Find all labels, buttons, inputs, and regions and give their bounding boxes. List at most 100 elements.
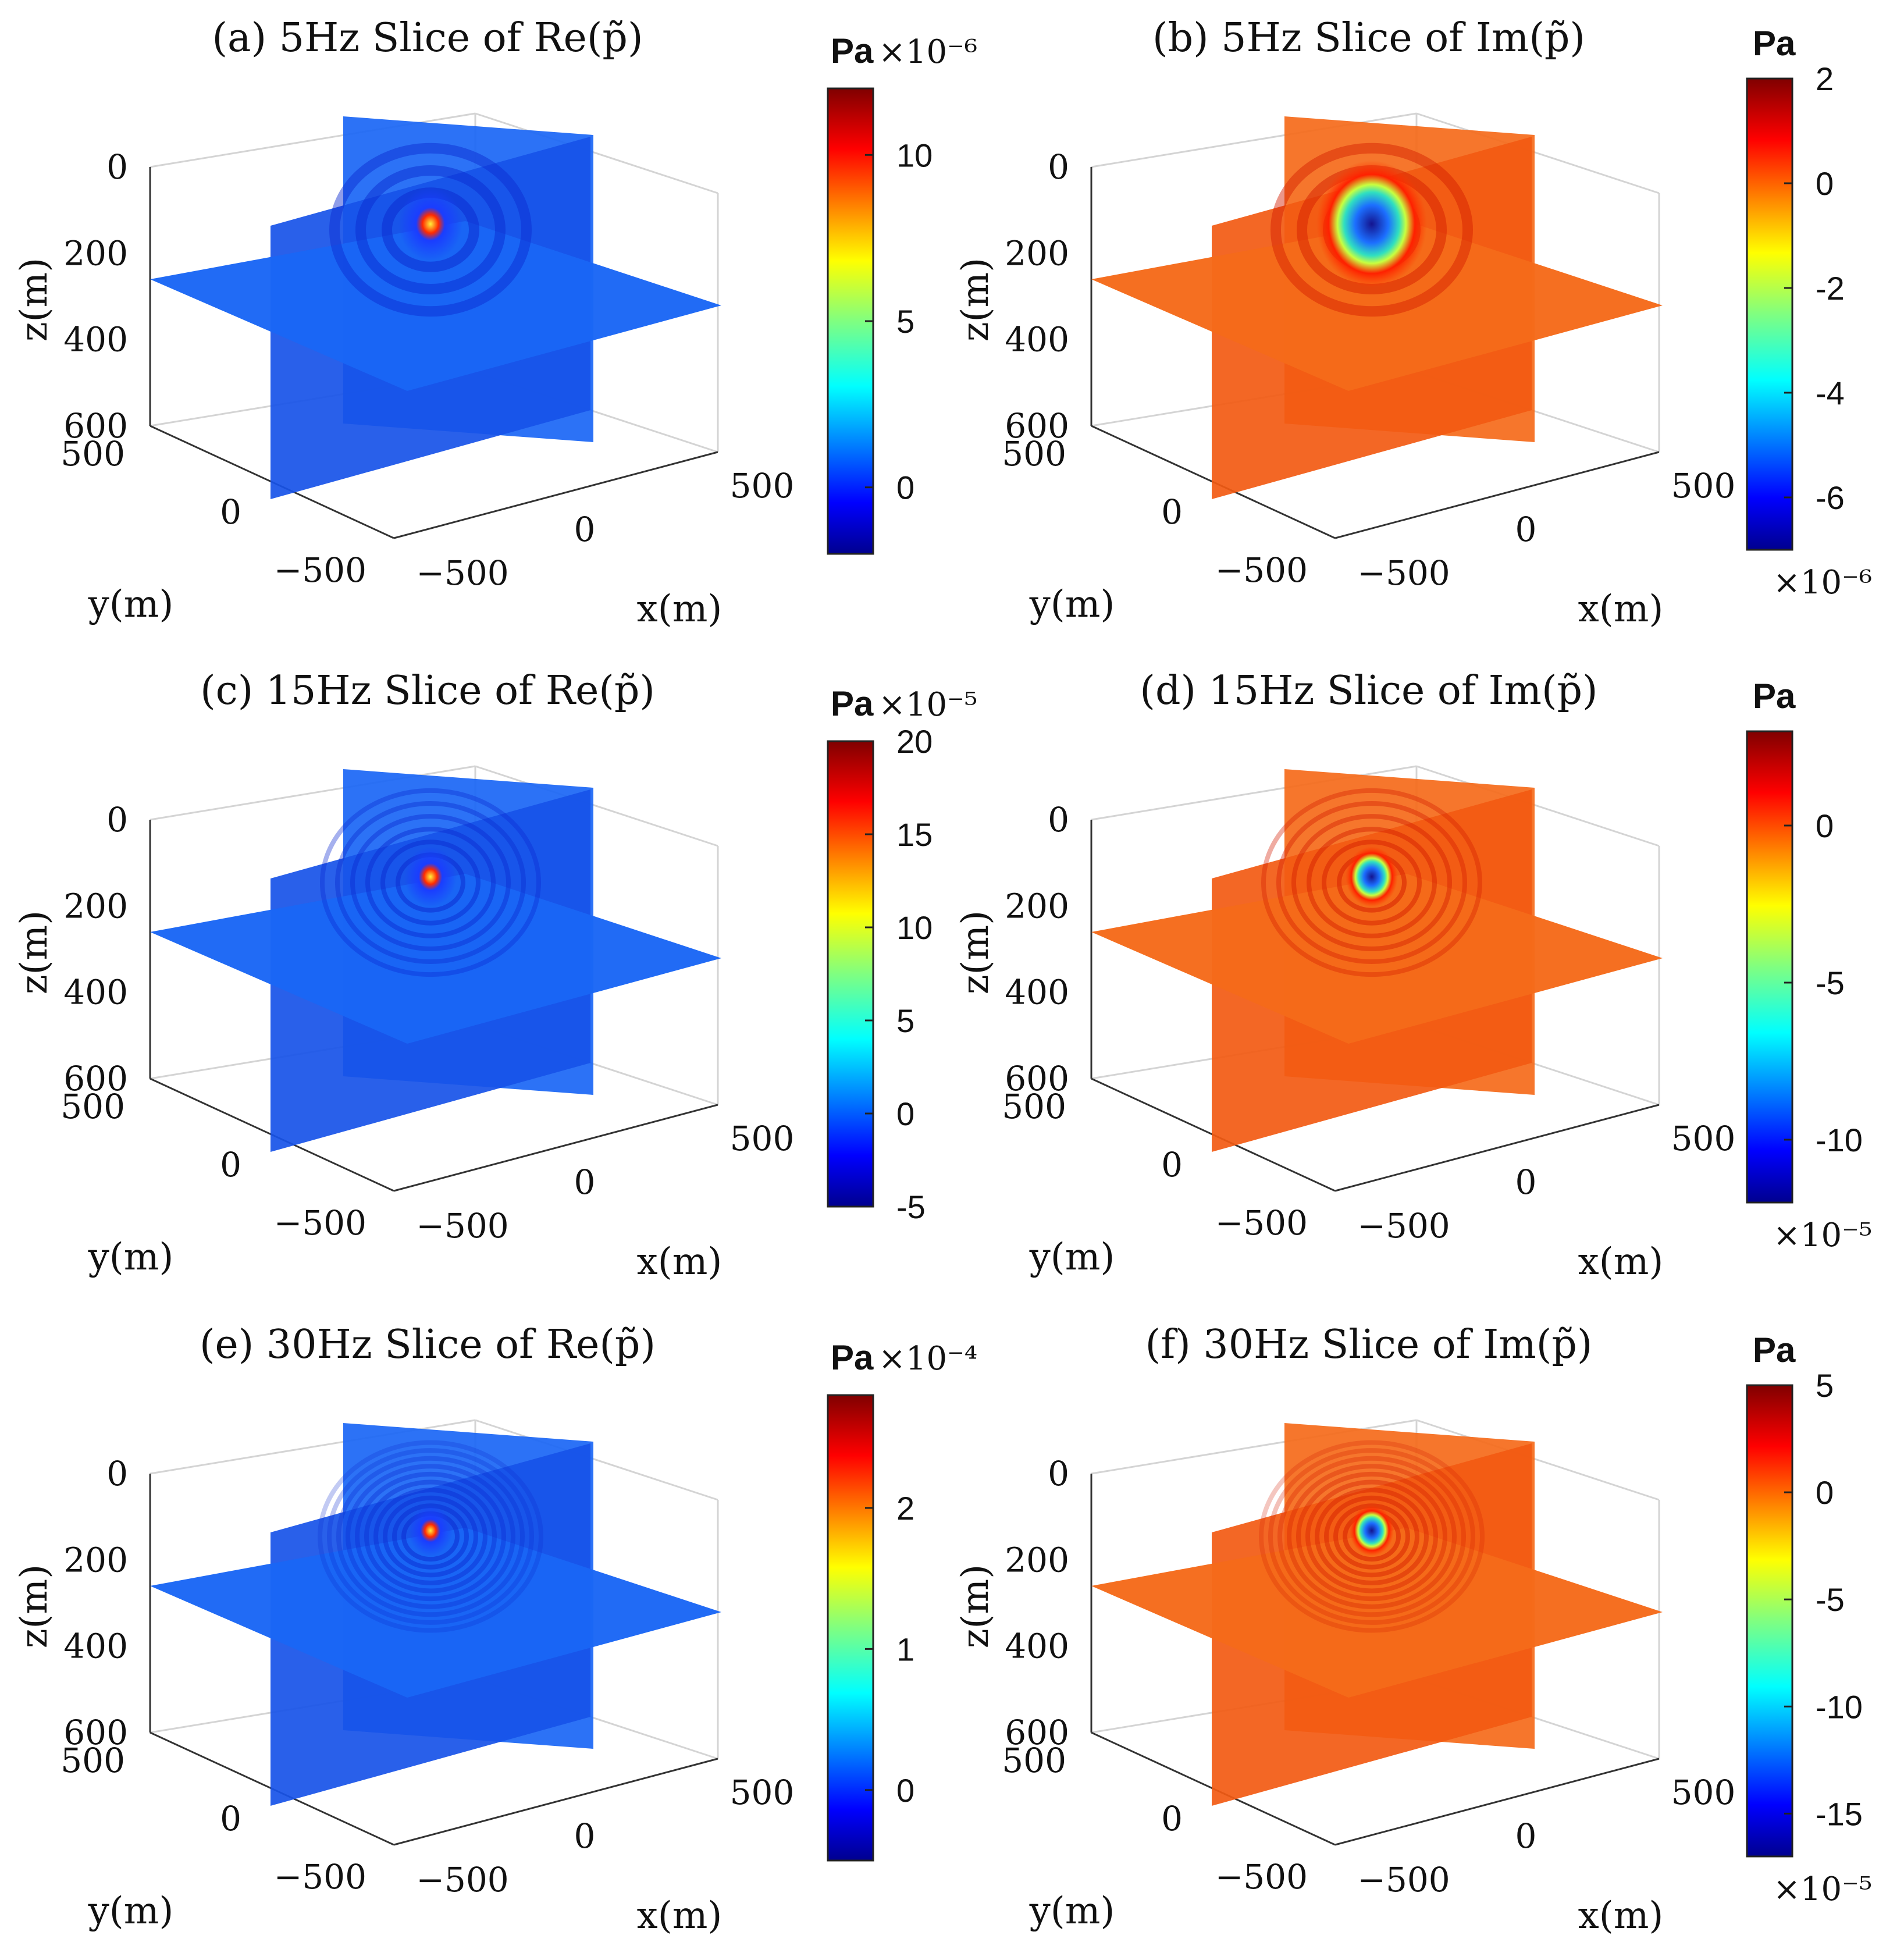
x-tick-label: 0 [1515, 1162, 1537, 1202]
colorbar [1746, 730, 1793, 1204]
wave-ring [1296, 1471, 1447, 1602]
colorbar-tick-label: 10 [896, 909, 933, 946]
wave-ring [380, 840, 481, 926]
panel-d: (d) 15Hz Slice of Im(p̃)02004006005000−5… [954, 668, 1872, 1283]
source-blob [398, 187, 462, 261]
y-tick-label: −500 [274, 550, 366, 590]
wave-ring [1270, 143, 1473, 317]
colorbar-tick-label: -4 [1816, 375, 1845, 411]
wave-ring [336, 1456, 525, 1617]
colorbar-tick-label: 15 [896, 816, 933, 853]
colorbar-tick-label: 5 [896, 1002, 914, 1039]
z-tick-label: 0 [106, 147, 128, 187]
z-tick-label: 400 [1005, 320, 1069, 360]
y-tick-label: 0 [1161, 1145, 1183, 1184]
z-tick-label: 400 [63, 320, 128, 360]
wave-ring [1268, 1448, 1475, 1625]
colorbar [827, 740, 874, 1208]
wave-ring [1315, 1488, 1429, 1585]
y-tick-label: −500 [274, 1857, 366, 1897]
wave-ring [364, 1479, 497, 1593]
z-tick-label: 200 [63, 233, 128, 273]
colorbar-tick-label: 1 [896, 1631, 914, 1667]
z-axis-label: z(m) [13, 1564, 56, 1648]
y-tick-label: −500 [1215, 1203, 1308, 1243]
panel-a: (a) 5Hz Slice of Re(p̃)02004006005000−50… [13, 15, 977, 631]
z-tick-label: 200 [63, 1540, 128, 1580]
y-tick-label: 0 [1161, 1799, 1183, 1838]
wave-ring [346, 1464, 515, 1609]
y-tick-label: 500 [60, 1087, 125, 1126]
slice-z-plane [150, 221, 721, 391]
colorbar-multiplier: ×10⁻⁶ [1773, 564, 1872, 602]
y-axis-label: y(m) [1029, 1890, 1115, 1933]
panel-b: (b) 5Hz Slice of Im(p̃)02004006005000−50… [954, 15, 1872, 631]
x-tick-label: 500 [730, 466, 795, 506]
source-blob [404, 846, 457, 907]
slice-z-plane [1091, 874, 1663, 1044]
y-tick-label: 500 [60, 1741, 125, 1780]
y-axis-label: y(m) [88, 583, 174, 626]
y-tick-label: −500 [1215, 550, 1308, 590]
wave-ring [1324, 1495, 1419, 1578]
colorbar-tick-label: -2 [1816, 270, 1845, 307]
x-axis-label: x(m) [637, 1894, 723, 1937]
z-tick-label: 0 [1048, 1454, 1069, 1493]
x-tick-label: 0 [574, 1816, 596, 1856]
panel-title: (e) 30Hz Slice of Re(p̃) [200, 1322, 656, 1368]
wave-ring [373, 1488, 487, 1585]
x-axis-line [393, 1104, 718, 1192]
colorbar-tick-label: -5 [1816, 965, 1845, 1001]
wave-ring [1276, 801, 1467, 964]
y-axis-label: y(m) [88, 1236, 174, 1279]
colorbar-unit: Pa [831, 31, 874, 70]
x-axis-label: x(m) [1578, 1240, 1664, 1283]
y-tick-label: 0 [1161, 492, 1183, 532]
z-tick-label: 400 [1005, 973, 1069, 1012]
colorbar-unit: Pa [1753, 677, 1796, 716]
x-tick-label: 0 [574, 1162, 596, 1202]
colorbar-multiplier: ×10⁻⁴ [878, 1340, 977, 1378]
z-axis-label: z(m) [954, 910, 997, 994]
wave-ring [318, 1440, 543, 1633]
colorbar-tick-label: 5 [1816, 1367, 1834, 1404]
x-axis-line [1334, 1758, 1660, 1846]
panel-title: (f) 30Hz Slice of Im(p̃) [1145, 1322, 1593, 1368]
x-axis-label: x(m) [637, 588, 723, 631]
box-edge [475, 765, 718, 847]
colorbar-tick-label: 2 [1816, 61, 1834, 97]
z-tick-label: 0 [106, 800, 128, 840]
box-edge [1416, 112, 1660, 194]
colorbar-multiplier: ×10⁻⁵ [1773, 1870, 1872, 1908]
box-edge [1416, 1419, 1660, 1501]
x-axis-line [393, 1758, 718, 1846]
x-tick-label: −500 [1357, 1860, 1450, 1899]
z-tick-label: 200 [1005, 233, 1069, 273]
colorbar-tick-label: 0 [1816, 165, 1834, 202]
wave-ring [1322, 840, 1422, 926]
colorbar-tick-label: 0 [896, 1095, 914, 1132]
colorbar-tick-label: 20 [896, 723, 933, 760]
colorbar-tick-label: -6 [1816, 479, 1845, 516]
colorbar-multiplier: ×10⁻⁶ [878, 33, 977, 71]
colorbar [1746, 1384, 1793, 1858]
wave-ring [383, 1495, 478, 1578]
slice-z-plane [1091, 221, 1663, 391]
x-axis-label: x(m) [1578, 1894, 1664, 1937]
y-tick-label: −500 [1215, 1857, 1308, 1897]
source-blob [1346, 846, 1398, 907]
z-tick-label: 0 [1048, 147, 1069, 187]
wave-ring [1307, 827, 1437, 938]
z-tick-label: 400 [63, 973, 128, 1012]
z-tick-label: 400 [63, 1627, 128, 1666]
slice-z-plane [150, 874, 721, 1044]
z-tick-label: 600 [63, 1059, 128, 1098]
wave-ring [365, 827, 496, 938]
colorbar-tick-label: 0 [896, 469, 914, 506]
colorbar-unit: Pa [1753, 1331, 1796, 1369]
x-tick-label: −500 [416, 553, 508, 593]
z-tick-label: 200 [1005, 886, 1069, 926]
x-tick-label: −500 [1357, 1206, 1450, 1246]
panel-f: (f) 30Hz Slice of Im(p̃)02004006005000−5… [954, 1322, 1872, 1937]
